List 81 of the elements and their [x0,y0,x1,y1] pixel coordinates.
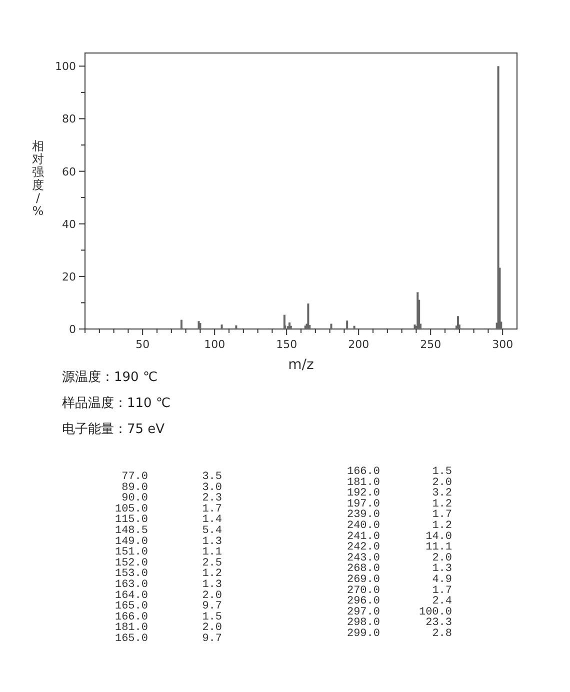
category-label: 192.0 [346,488,380,500]
category-label: 148.5 [114,525,148,537]
y-tick-label: 40 [62,218,76,231]
text: 1.2 [202,568,222,580]
text: 5.4 [202,525,222,537]
category-label: 90.0 [122,492,148,505]
category-label: 165.0 [114,600,148,613]
category-label: 299.0 [346,628,380,640]
text: 9.7 [202,600,222,613]
y-axis-title: 相对强度/% [32,139,44,218]
category-label: 298.0 [346,617,380,630]
text: 2.8 [432,628,452,640]
text: 1.2 [432,520,452,532]
category-label: 270.0 [346,584,380,597]
x-axis-title: m/z [288,357,314,373]
x-tick-label: 100 [204,338,226,351]
text: 3.5 [202,471,222,483]
text: 1.5 [432,466,452,478]
category-label: 89.0 [122,482,148,494]
category-label: 164.0 [114,590,148,602]
text: 2.0 [432,552,452,564]
category-label: 181.0 [346,476,380,489]
text: 样品温度：110 ℃ [62,395,171,411]
category-label: 242.0 [346,542,380,554]
y-tick-label: 20 [62,270,76,284]
category-label: 115.0 [114,514,148,526]
text: 2.0 [202,590,222,602]
category-label: 240.0 [346,520,380,532]
y-tick-label: 60 [62,165,76,178]
category-label: 296.0 [346,596,380,608]
category-label: 105.0 [114,503,148,516]
text: 1.4 [202,514,222,526]
text: 9.7 [202,633,222,645]
y-tick-label: 100 [55,60,76,74]
x-tick-label: 300 [492,338,514,351]
text: 23.3 [426,617,452,630]
category-label: 269.0 [346,574,380,586]
text: 1.5 [202,611,222,624]
category-label: 243.0 [346,552,380,564]
y-tick-label: 0 [69,323,76,336]
text: 电子能量：75 eV [62,422,165,437]
x-tick-label: 50 [136,338,150,351]
category-label: 153.0 [114,568,148,580]
category-label: 197.0 [346,498,380,510]
category-label: 166.0 [346,466,380,478]
category-label: 165.0 [114,633,148,645]
text: 1.1 [202,546,222,559]
text: 3.0 [202,482,222,494]
category-label: 77.0 [122,471,148,483]
text: 源温度：190 ℃ [62,369,158,385]
text: 2.4 [432,596,452,608]
text: 2.0 [202,622,222,634]
category-label: 166.0 [114,611,148,624]
x-tick-label: 250 [420,338,442,351]
text: 100.0 [418,606,452,618]
text: 1.3 [202,579,222,591]
y-tick-label: 80 [62,112,76,126]
category-label: 239.0 [346,509,380,522]
text: 1.7 [202,503,222,516]
text: 4.9 [432,574,452,586]
category-label: 181.0 [114,622,148,634]
text: 11.1 [426,542,452,554]
x-tick-label: 150 [276,338,298,351]
text: 1.7 [432,509,452,522]
category-label: 152.0 [114,557,148,570]
text: 1.2 [432,498,452,510]
text: 2.3 [202,492,222,505]
category-label: 268.0 [346,563,380,576]
category-label: 241.0 [346,530,380,543]
text: 1.3 [432,563,452,576]
category-label: 297.0 [346,606,380,618]
category-label: 163.0 [114,579,148,591]
x-tick-label: 200 [348,338,370,351]
text: 3.2 [432,488,452,500]
text: 14.0 [426,530,452,543]
category-label: 149.0 [114,536,148,548]
text: 1.3 [202,536,222,548]
text: 1.7 [432,584,452,597]
text: 2.0 [432,476,452,489]
category-label: 151.0 [114,546,148,559]
text: 2.5 [202,557,222,570]
